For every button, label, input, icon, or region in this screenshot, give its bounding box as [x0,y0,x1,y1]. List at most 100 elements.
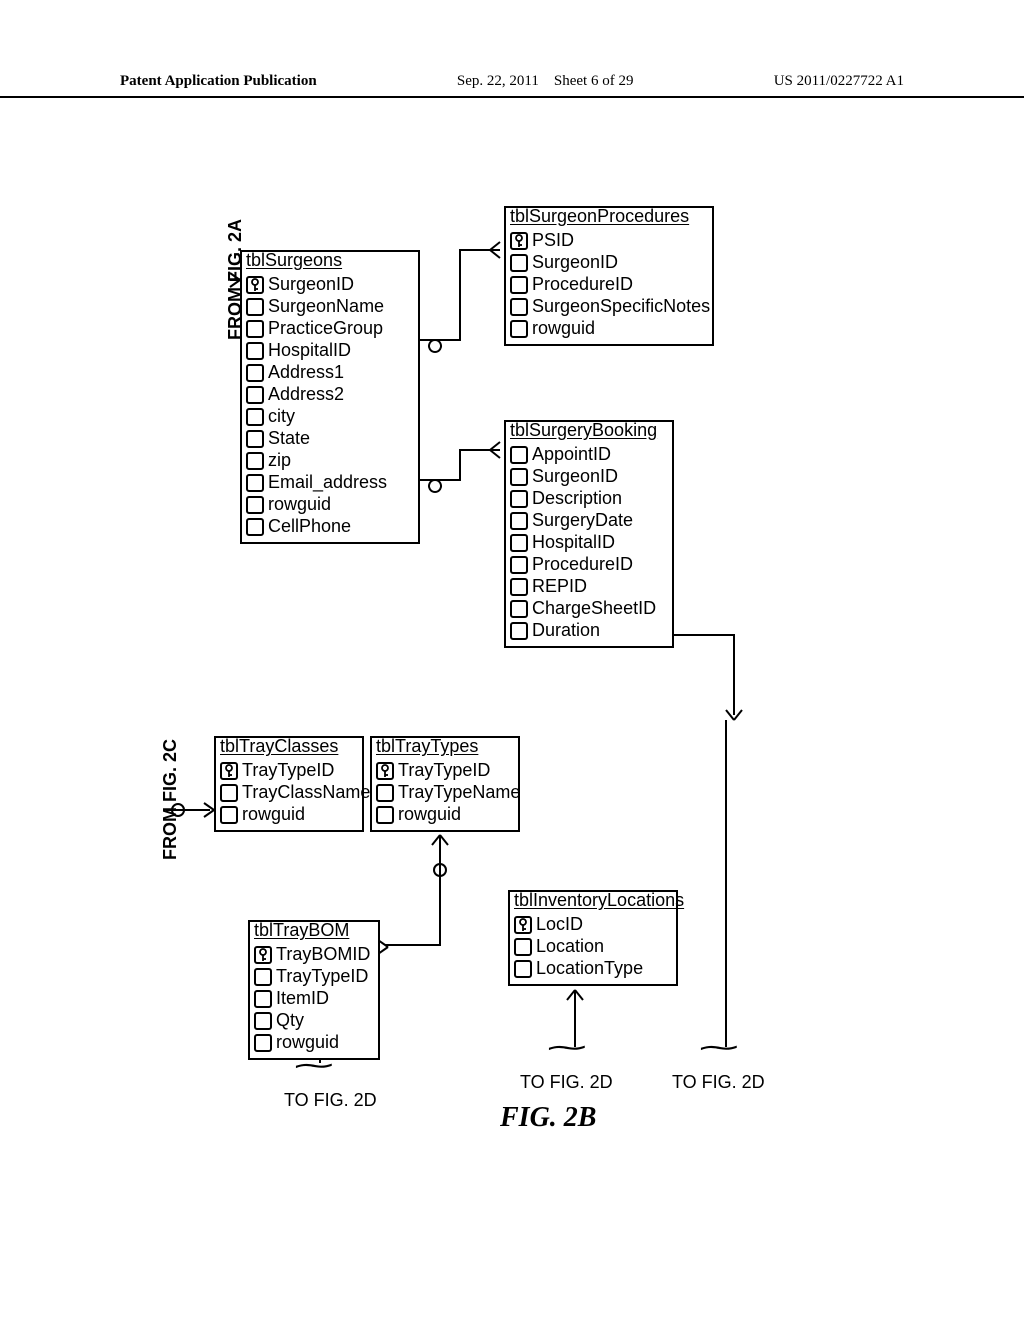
table-field: AppointID [510,444,668,465]
from-fig-2c-label: FROM FIG. 2C [160,739,181,860]
field-list: TrayTypeIDTrayClassNamerowguid [216,757,362,830]
table-field: Duration [510,620,668,641]
field-label: PSID [532,230,574,251]
field-label: SurgeonSpecificNotes [532,296,710,317]
field-icon [514,960,532,978]
figure-label: FIG. 2B [500,1102,596,1134]
field-icon [246,320,264,338]
field-label: LocationType [536,958,643,979]
table-field: city [246,406,414,427]
table-field: rowguid [246,494,414,515]
field-label: SurgeonName [268,296,384,317]
table-tblSurgeryBooking: tblSurgeryBooking AppointIDSurgeonIDDescr… [504,420,674,648]
primary-key-icon [254,946,272,964]
table-title: tblSurgeryBooking [506,420,672,441]
field-icon [246,386,264,404]
page-header: Patent Application Publication Sep. 22, … [0,73,1024,98]
table-tblSurgeons: tblSurgeonsSurgeonIDSurgeonNamePracticeG… [240,250,420,544]
table-field: HospitalID [246,340,414,361]
field-label: Description [532,488,622,509]
field-label: rowguid [398,804,461,825]
field-label: rowguid [242,804,305,825]
field-icon [254,1034,272,1052]
field-label: rowguid [268,494,331,515]
field-label: SurgeonID [532,466,618,487]
field-icon [510,298,528,316]
field-icon [510,600,528,618]
table-field: TrayBOMID [254,944,374,965]
table-field: SurgeonID [510,252,708,273]
field-label: TrayClassName [242,782,370,803]
field-icon [254,990,272,1008]
pub-date: Sep. 22, 2011 [457,73,539,89]
tilde-icon: ∼ [695,1032,743,1063]
field-label: TrayTypeID [242,760,334,781]
field-icon [514,938,532,956]
field-label: TrayTypeID [398,760,490,781]
primary-key-icon [220,762,238,780]
table-field: rowguid [510,318,708,339]
field-icon [246,496,264,514]
table-field: rowguid [220,804,358,825]
field-label: Email_address [268,472,387,493]
field-label: HospitalID [532,532,615,553]
table-field: REPID [510,576,668,597]
table-field: SurgeryDate [510,510,668,531]
field-list: TrayBOMIDTrayTypeIDItemIDQtyrowguid [250,941,378,1058]
field-label: ProcedureID [532,554,633,575]
field-label: TrayTypeID [276,966,368,987]
field-list: LocIDLocationLocationType [510,911,676,984]
field-icon [246,452,264,470]
field-label: Address2 [268,384,344,405]
field-icon [510,320,528,338]
field-label: ProcedureID [532,274,633,295]
table-field: TrayTypeID [220,760,358,781]
field-label: TrayTypeName [398,782,520,803]
table-tblSurgeonProcedures: tblSurgeonProceduresPSIDSurgeonIDProcedu… [504,206,714,346]
table-field: SurgeonName [246,296,414,317]
field-icon [246,430,264,448]
field-label: Qty [276,1010,304,1031]
table-field: SurgeonSpecificNotes [510,296,708,317]
field-icon [376,784,394,802]
field-label: REPID [532,576,587,597]
to-fig-2d-label: TO FIG. 2D [284,1090,377,1111]
sheet-info: Sep. 22, 2011 Sheet 6 of 29 [457,73,634,90]
field-icon [510,622,528,640]
field-label: AppointID [532,444,611,465]
table-title: tblTrayTypes [372,736,518,757]
field-icon [510,468,528,486]
table-field: PracticeGroup [246,318,414,339]
field-label: rowguid [532,318,595,339]
field-label: PracticeGroup [268,318,383,339]
field-label: HospitalID [268,340,351,361]
table-title: tblTrayBOM [250,920,378,941]
field-label: Address1 [268,362,344,383]
sheet-count: Sheet 6 of 29 [554,73,634,89]
table-field: PSID [510,230,708,251]
field-icon [246,342,264,360]
table-field: Address2 [246,384,414,405]
to-fig-2d-label: TO FIG. 2D [672,1072,765,1093]
tilde-icon: ∼ [543,1032,591,1063]
table-field: TrayTypeName [376,782,514,803]
table-field: ChargeSheetID [510,598,668,619]
diagram-canvas: FROM FIG. 2A FROM FIG. 2C tblSurgeonsSur… [0,150,1024,1250]
field-label: SurgeryDate [532,510,633,531]
field-icon [254,1012,272,1030]
field-list: SurgeonIDSurgeonNamePracticeGroupHospita… [242,271,418,542]
field-label: CellPhone [268,516,351,537]
field-label: ItemID [276,988,329,1009]
table-field: SurgeonID [510,466,668,487]
table-field: ProcedureID [510,274,708,295]
field-icon [220,784,238,802]
primary-key-icon [514,916,532,934]
table-title: tblTrayClasses [216,736,362,757]
table-field: TrayTypeID [254,966,374,987]
field-icon [246,364,264,382]
table-field: State [246,428,414,449]
primary-key-icon [246,276,264,294]
table-field: Email_address [246,472,414,493]
table-title: tblInventoryLocations [510,890,676,911]
field-icon [254,968,272,986]
